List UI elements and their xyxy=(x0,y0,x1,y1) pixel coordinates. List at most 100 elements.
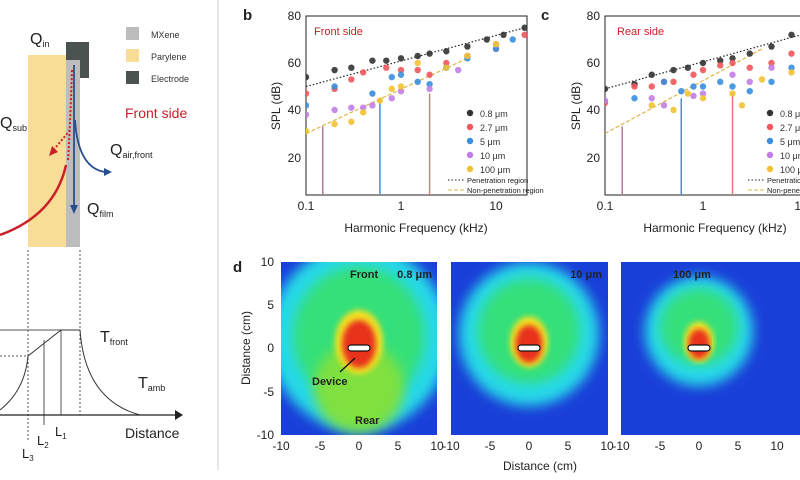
data-point xyxy=(690,92,697,100)
legend-label: 0.8 μm xyxy=(780,109,800,119)
data-point xyxy=(483,36,490,43)
data-point xyxy=(605,97,609,104)
y-axis-label: SPL (dB) xyxy=(569,82,583,130)
mxene-layer xyxy=(66,60,80,247)
temperature-profile xyxy=(0,250,183,440)
data-point xyxy=(388,73,395,81)
data-point xyxy=(397,83,405,90)
data-point xyxy=(670,66,677,74)
data-point xyxy=(306,102,310,109)
y-tick: 80 xyxy=(587,9,601,23)
panel-b-letter: b xyxy=(243,7,252,24)
legend-swatch-parylene xyxy=(126,49,139,62)
data-point xyxy=(348,118,355,125)
q-sub-label: Qsub xyxy=(0,115,27,133)
front-side-label: Front side xyxy=(125,105,187,121)
data-point xyxy=(359,109,367,116)
y-tick: 20 xyxy=(288,151,302,165)
x-axis-label: Harmonic Frequency (kHz) xyxy=(344,221,487,235)
data-point xyxy=(738,102,746,109)
x-tick: 0 xyxy=(696,439,703,453)
x-tick: 1 xyxy=(700,199,707,213)
data-point xyxy=(699,90,707,97)
legend-label: 0.8 μm xyxy=(480,109,508,119)
legend-label-parylene: Parylene xyxy=(151,52,187,62)
legend-label: 5 μm xyxy=(780,137,800,147)
legend-marker xyxy=(766,137,774,145)
data-point xyxy=(648,102,655,109)
x-tick: 0 xyxy=(526,439,533,453)
data-point xyxy=(500,31,507,38)
rear-label: Rear xyxy=(355,415,380,427)
data-point xyxy=(631,95,638,102)
y-tick: -10 xyxy=(257,428,275,442)
chart-title: Rear side xyxy=(617,26,664,38)
device-marker xyxy=(517,344,541,352)
data-point xyxy=(306,90,310,97)
data-point xyxy=(768,64,775,71)
data-point xyxy=(729,71,736,78)
device-arrow xyxy=(339,357,356,373)
data-point xyxy=(388,95,395,102)
legend-label: 100 μm xyxy=(480,165,510,175)
legend-label-mxene: MXene xyxy=(151,30,180,40)
data-point xyxy=(383,57,390,64)
l2-label: L2 xyxy=(37,433,49,450)
data-point xyxy=(660,102,668,109)
q-air-arrow xyxy=(74,119,106,173)
legend-marker xyxy=(766,165,774,173)
data-point xyxy=(397,88,405,95)
data-point xyxy=(521,24,527,31)
data-point xyxy=(443,64,450,71)
q-in-label: Qin xyxy=(30,31,49,49)
data-point xyxy=(788,69,795,76)
y-tick: 60 xyxy=(288,56,302,70)
panel-a-schematic: MXene Parylene Electrode Front side Qin … xyxy=(0,0,219,470)
sound-field-heatmap xyxy=(281,262,437,435)
q-air-front-label: Qair,front xyxy=(110,142,153,160)
data-point xyxy=(788,31,795,38)
x-tick: 5 xyxy=(565,439,572,453)
data-point xyxy=(414,59,421,67)
device-label: Device xyxy=(312,376,347,388)
data-point xyxy=(670,78,677,86)
map-label: 100 μm xyxy=(673,269,711,281)
data-point xyxy=(729,90,736,97)
x-axis-label: Distance (cm) xyxy=(503,459,577,473)
x-tick: -10 xyxy=(272,439,290,453)
data-point xyxy=(464,43,471,50)
data-point xyxy=(348,104,355,111)
data-point xyxy=(492,45,500,53)
y-tick: 40 xyxy=(288,103,302,117)
data-point xyxy=(348,76,355,83)
x-tick: -10 xyxy=(612,439,630,453)
data-point xyxy=(699,59,707,67)
x-tick: 10 xyxy=(489,199,503,213)
device-marker xyxy=(687,344,711,352)
data-point xyxy=(605,85,609,93)
sound-field-heatmap xyxy=(451,262,608,435)
device-marker xyxy=(347,344,371,352)
data-point xyxy=(768,59,775,67)
data-point xyxy=(331,66,338,74)
data-point xyxy=(348,64,355,71)
x-tick: 0 xyxy=(356,439,363,453)
data-point xyxy=(631,83,638,90)
data-point xyxy=(729,55,736,62)
y-tick: 40 xyxy=(587,103,601,117)
material-legend: MXene Parylene Electrode xyxy=(126,27,189,84)
x-tick: -5 xyxy=(315,439,326,453)
y-tick: 20 xyxy=(587,151,601,165)
data-point xyxy=(331,106,338,114)
front-label: Front xyxy=(350,269,378,281)
data-point xyxy=(648,83,655,90)
distance-axis-label: Distance xyxy=(125,425,180,441)
data-point xyxy=(414,66,421,74)
y-axis-label: Distance (cm) xyxy=(239,311,253,385)
legend-marker xyxy=(466,165,474,173)
q-film-arrowhead xyxy=(70,205,78,214)
data-point xyxy=(331,83,338,90)
electrode xyxy=(66,42,89,78)
x-tick: 0.1 xyxy=(298,199,315,213)
